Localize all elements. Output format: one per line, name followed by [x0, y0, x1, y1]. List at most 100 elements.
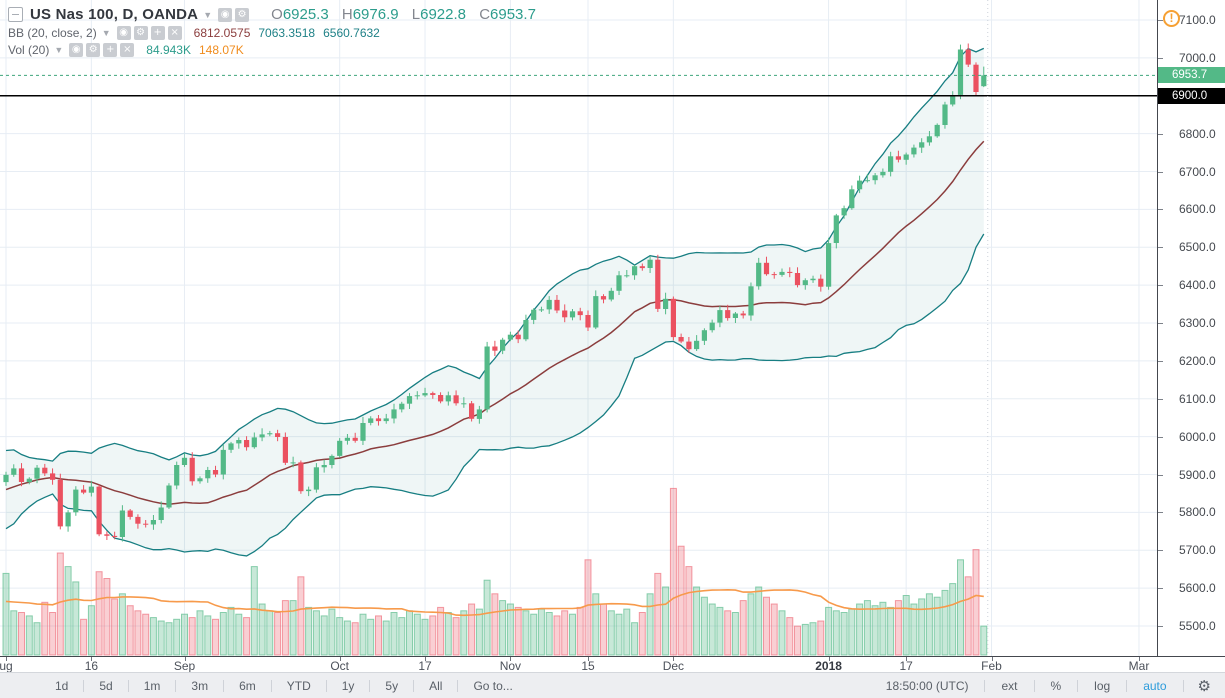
time-tick: [425, 657, 426, 661]
time-tick-label: Oct: [330, 659, 350, 672]
time-tick: [991, 657, 993, 661]
time-tick: [339, 657, 341, 661]
price-tick-label: 6500.0: [1179, 240, 1216, 255]
price-tick: [1158, 550, 1163, 552]
toolbar-toggle-ext[interactable]: ext: [1001, 678, 1018, 693]
close-icon[interactable]: ×: [167, 26, 182, 40]
bb-lower-band[interactable]: [5, 233, 985, 557]
chevron-down-icon[interactable]: ▼: [54, 45, 64, 55]
time-tick-label: Nov: [499, 659, 522, 672]
price-tick: [1158, 247, 1163, 249]
range-button-ytd[interactable]: YTD: [286, 678, 311, 693]
clock[interactable]: 18:50:00 (UTC): [885, 678, 969, 693]
range-button-all[interactable]: All: [429, 678, 443, 693]
collapse-legend-icon[interactable]: [8, 7, 23, 22]
price-tick: [1158, 512, 1163, 514]
divider: [127, 679, 129, 692]
chevron-down-icon[interactable]: ▼: [101, 28, 111, 38]
divider: [1033, 679, 1035, 692]
symbol-row: US Nas 100, D, OANDA ▼ ◉ ⚙ O6925.3 H6976…: [8, 6, 536, 23]
time-tick: [6, 657, 7, 661]
divider: [1126, 679, 1128, 692]
price-volume-plot[interactable]: [0, 0, 1157, 656]
range-button-1m[interactable]: 1m: [143, 678, 161, 693]
range-button-go-to-[interactable]: Go to...: [473, 678, 513, 693]
price-tick: [1158, 133, 1163, 135]
legend: US Nas 100, D, OANDA ▼ ◉ ⚙ O6925.3 H6976…: [8, 6, 536, 60]
price-axis[interactable]: ! 7100.0 7000.0 6900.0 6800.0 6700.0 6600.0 65…: [1157, 0, 1225, 656]
price-tick: [1158, 436, 1163, 438]
plus-icon[interactable]: +: [103, 43, 118, 57]
range-button-1d[interactable]: 1d: [55, 678, 69, 693]
price-tick-label: 5600.0: [1179, 581, 1216, 596]
time-tick: [91, 657, 93, 661]
drawn-line-badge: 6900.0: [1158, 87, 1225, 104]
divider: [457, 679, 459, 692]
toolbar-toggle-auto[interactable]: auto: [1143, 678, 1167, 693]
eye-icon[interactable]: ◉: [116, 26, 131, 40]
bb-values: 6812.0575 7063.3518 6560.7632: [194, 26, 388, 40]
price-tick: [1158, 360, 1163, 362]
time-tick: [906, 657, 908, 661]
close-label: C: [479, 6, 491, 23]
price-tick-label: 6100.0: [1179, 391, 1216, 406]
divider: [83, 679, 85, 692]
volume-values: 84.943K 148.07K: [146, 43, 243, 57]
divider: [369, 679, 371, 692]
delayed-data-warning-icon[interactable]: !: [1163, 10, 1180, 27]
gear-icon[interactable]: ⚙: [235, 7, 250, 22]
price-tick: [1158, 474, 1163, 476]
last-price-badge: 6953.7: [1158, 67, 1225, 84]
time-tick: [673, 657, 675, 661]
price-tick-label: 6000.0: [1179, 429, 1216, 444]
price-tick-label: 6400.0: [1179, 278, 1216, 293]
price-tick-label: 6600.0: [1179, 202, 1216, 217]
toolbar-toggle-log[interactable]: log: [1094, 678, 1111, 693]
time-tick-label: Mar: [1128, 659, 1150, 672]
volume-bars[interactable]: [2, 487, 988, 656]
bb-upper-band[interactable]: [5, 47, 985, 462]
toolbar-right-group: 18:50:00 (UTC) ext% log auto ⚙: [870, 673, 1225, 698]
bb-basis-value: 6812.0575: [193, 26, 251, 40]
gear-icon[interactable]: ⚙: [133, 26, 148, 40]
gear-icon[interactable]: ⚙: [86, 43, 101, 57]
divider: [325, 679, 327, 692]
settings-gear-icon[interactable]: ⚙: [1197, 677, 1211, 695]
range-button-6m[interactable]: 6m: [239, 678, 256, 693]
range-button-5y[interactable]: 5y: [385, 678, 399, 693]
eye-icon[interactable]: ◉: [218, 7, 233, 22]
chevron-down-icon[interactable]: ▼: [203, 9, 213, 20]
low-label: L: [411, 6, 421, 23]
chart-pane[interactable]: US Nas 100, D, OANDA ▼ ◉ ⚙ O6925.3 H6976…: [0, 0, 1225, 656]
time-tick-label: 15: [581, 659, 595, 672]
open-label: O: [271, 6, 283, 23]
time-axis[interactable]: ug 16 Sep Oct 17 Nov 15 Dec 2018 17 Feb Mar: [0, 656, 1225, 672]
bb-upper-value: 7063.3518: [258, 26, 316, 40]
eye-icon[interactable]: ◉: [69, 43, 84, 57]
time-tick: [510, 657, 512, 661]
price-tick-label: 6200.0: [1179, 353, 1216, 368]
time-tick: [184, 657, 186, 661]
range-button-3m[interactable]: 3m: [191, 678, 209, 693]
time-tick: [1139, 657, 1140, 661]
price-tick: [1158, 171, 1163, 173]
volume-current-value: 84.943K: [146, 43, 191, 57]
volume-ma-line[interactable]: [5, 588, 984, 617]
range-button-1y[interactable]: 1y: [341, 678, 355, 693]
divider: [984, 679, 986, 692]
close-icon[interactable]: ×: [120, 43, 135, 57]
plus-icon[interactable]: +: [150, 26, 165, 40]
bb-label[interactable]: BB (20, close, 2): [8, 26, 97, 40]
candlestick-series[interactable]: [3, 43, 987, 542]
toolbar-toggle-percent[interactable]: %: [1050, 678, 1062, 693]
divider: [413, 679, 415, 692]
range-button-5d[interactable]: 5d: [99, 678, 113, 693]
price-tick-label: 5500.0: [1179, 619, 1216, 633]
volume-label[interactable]: Vol (20): [8, 43, 50, 57]
price-tick: [1158, 398, 1163, 400]
volume-indicator-row: Vol (20) ▼ ◉ ⚙ + × 84.943K 148.07K: [8, 43, 536, 57]
high-value: 6976.9: [352, 6, 399, 23]
symbol-title[interactable]: US Nas 100, D, OANDA: [30, 6, 199, 23]
price-tick-label: 7000.0: [1179, 50, 1216, 65]
open-value: 6925.3: [282, 6, 329, 23]
